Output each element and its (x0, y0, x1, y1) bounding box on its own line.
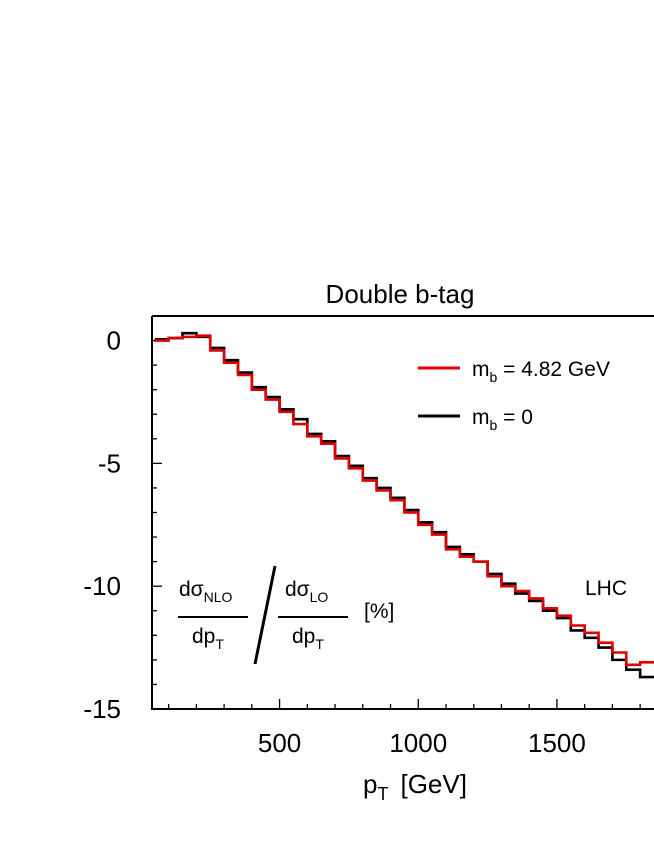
chart-title: Double b-tag (326, 279, 475, 309)
ratio-unit: [%] (364, 600, 394, 623)
legend-label-mb-0: mb = 0 (472, 406, 533, 433)
x-tick-label: 1000 (389, 728, 447, 758)
ratio-num-top: dσNLO (179, 578, 233, 605)
x-tick-label: 500 (258, 728, 301, 758)
y-tick-label: -15 (83, 694, 121, 724)
ratio-num-bottom: dpT (192, 625, 224, 652)
legend-label-mb-4.82: mb = 4.82 GeV (472, 358, 610, 385)
ratio-label: dσNLO dpT dσLO dpT [%] (178, 565, 394, 665)
y-tick-label: -10 (83, 571, 121, 601)
y-tick-labels: 0 -5 -10 -15 (83, 326, 121, 724)
series-layer (154, 331, 654, 679)
x-tick-labels: 500 1000 1500 (258, 728, 586, 758)
x-axis-label: pT [GeV] (363, 769, 467, 804)
lhc-annotation: LHC (585, 577, 627, 600)
ratio-den-bottom: dpT (292, 625, 324, 652)
ratio-den-top: dσLO (285, 578, 328, 605)
x-tick-label: 1500 (528, 728, 586, 758)
ratio-slash (253, 565, 277, 665)
axis-ticks (152, 339, 641, 710)
series-line (154, 334, 654, 667)
y-tick-label: -5 (98, 448, 121, 478)
legend: mb = 4.82 GeV mb = 0 (418, 358, 610, 433)
y-tick-label: 0 (107, 326, 121, 356)
